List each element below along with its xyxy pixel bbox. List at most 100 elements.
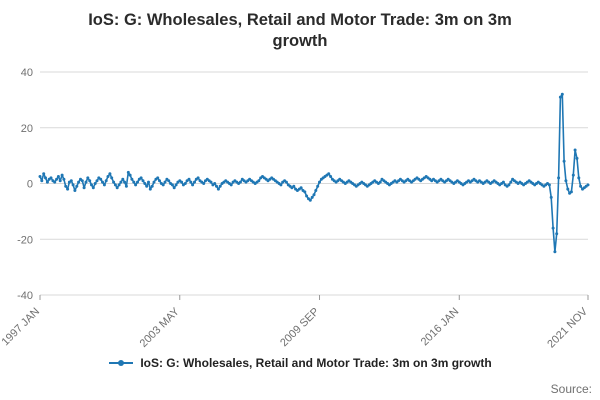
data-point [564, 179, 568, 183]
data-point [189, 180, 193, 184]
data-point [549, 195, 553, 199]
data-point [84, 180, 88, 184]
data-point [148, 187, 152, 191]
data-point [115, 186, 119, 190]
data-point [314, 189, 318, 192]
data-point [101, 180, 104, 184]
data-point [99, 177, 103, 181]
data-point [134, 183, 138, 187]
data-point [71, 183, 75, 187]
data-point [238, 180, 242, 184]
data-point [86, 176, 90, 180]
data-point [113, 183, 117, 187]
data-point [112, 180, 116, 184]
series-line [39, 93, 589, 253]
x-tick-label: 1997 JAN [0, 306, 42, 349]
data-point [215, 184, 218, 188]
data-point [132, 180, 136, 184]
data-point [229, 183, 233, 187]
data-point [75, 184, 79, 188]
data-point [45, 180, 49, 184]
data-point [121, 177, 125, 181]
data-point [586, 183, 590, 187]
y-tick-label: -40 [17, 290, 33, 302]
data-point [152, 180, 156, 184]
data-point [378, 180, 382, 184]
legend-item[interactable]: IoS: G: Wholesales, Retail and Motor Tra… [0, 356, 600, 370]
data-point [40, 179, 44, 183]
data-point [161, 183, 165, 187]
data-point [130, 177, 134, 181]
data-point [577, 176, 581, 180]
data-point [312, 193, 316, 197]
plot-area: 40 20 0 -20 -40 1997 JAN 2003 MAY 2009 SEP 2016 … [0, 67, 591, 350]
data-point [53, 180, 57, 184]
data-point [316, 184, 320, 188]
data-point [106, 175, 110, 178]
x-tick-label: 2009 SEP [278, 306, 322, 350]
data-point [216, 187, 220, 191]
data-point [569, 190, 573, 194]
data-point [158, 179, 161, 183]
data-point [66, 187, 70, 191]
data-point [318, 180, 321, 184]
data-point [147, 180, 150, 184]
data-point [509, 180, 513, 184]
x-tick-label: 2021 NOV [545, 305, 590, 350]
chart-title: IoS: G: Wholesales, Retail and Motor Tra… [88, 11, 512, 51]
data-point [136, 180, 139, 184]
data-point [124, 184, 128, 188]
data-point [329, 175, 333, 178]
data-point [172, 186, 176, 190]
data-point [579, 184, 583, 188]
data-point [507, 183, 511, 187]
data-point [257, 179, 261, 183]
legend-label: IoS: G: Wholesales, Retail and Motor Tra… [140, 356, 492, 370]
data-point [117, 183, 121, 187]
data-point [42, 172, 46, 176]
data-point [126, 170, 130, 174]
data-point [218, 184, 222, 188]
data-point [104, 179, 108, 183]
data-point [139, 176, 143, 180]
data-point [196, 176, 200, 180]
data-point [327, 172, 331, 176]
data-point [305, 194, 309, 198]
y-tick-label: 40 [21, 67, 33, 79]
data-point [551, 226, 555, 230]
data-point [183, 182, 187, 185]
data-point [560, 92, 564, 96]
data-point [558, 95, 562, 99]
data-point [174, 183, 178, 187]
y-tick-label: 20 [21, 123, 33, 135]
data-point [573, 148, 577, 152]
data-point [73, 189, 77, 192]
data-point [191, 183, 195, 187]
data-point [163, 180, 167, 184]
legend-line-marker-icon [109, 360, 134, 366]
data-point [557, 176, 561, 180]
data-point [279, 183, 283, 187]
data-point [303, 190, 307, 194]
data-point [308, 198, 312, 202]
x-tick-label: 2016 JAN [419, 306, 462, 349]
data-point [310, 195, 314, 199]
data-point [299, 186, 303, 190]
data-point [77, 180, 81, 184]
data-point [128, 173, 132, 177]
data-point [555, 232, 559, 236]
data-point [64, 184, 68, 188]
data-point [69, 179, 73, 183]
data-point [501, 180, 505, 184]
data-point [91, 186, 95, 190]
source-label: Source: [550, 382, 592, 396]
data-point [108, 172, 112, 176]
data-point [38, 175, 42, 178]
data-point [60, 173, 64, 177]
data-point [90, 183, 93, 187]
data-point [93, 182, 97, 185]
data-point [56, 175, 60, 178]
data-point [156, 176, 160, 180]
data-point [292, 184, 296, 188]
data-point [119, 180, 123, 184]
